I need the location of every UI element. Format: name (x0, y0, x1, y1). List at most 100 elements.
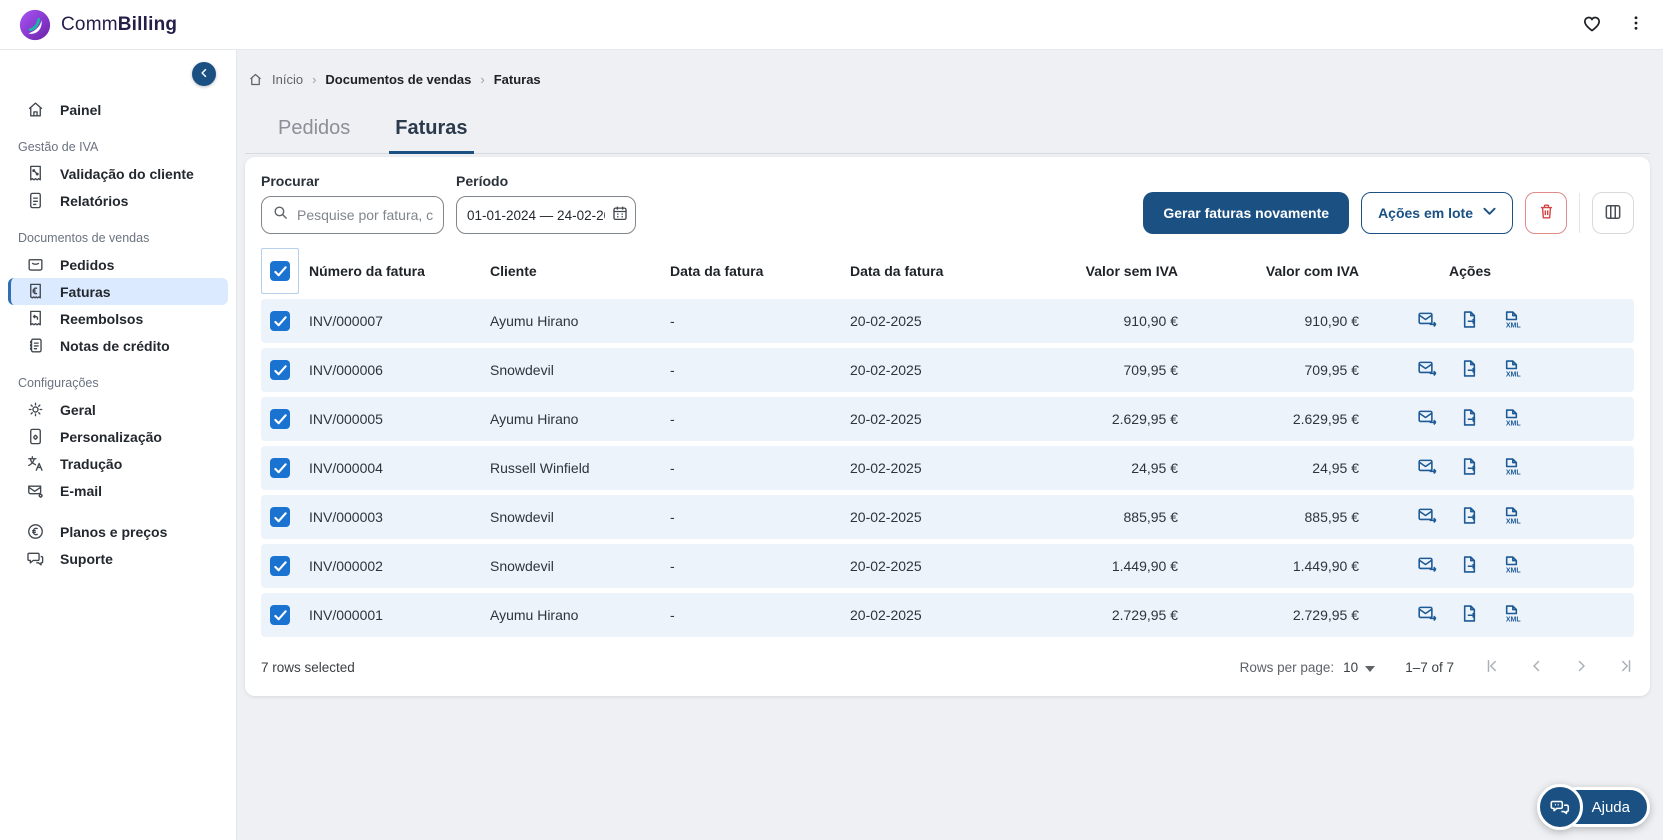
export-document-button[interactable] (1459, 407, 1480, 431)
table-row[interactable]: INV/000004 Russell Winfield - 20-02-2025… (261, 446, 1634, 490)
header-valor-sem-iva[interactable]: Valor sem IVA (1085, 263, 1178, 279)
row-checkbox[interactable] (270, 556, 290, 576)
header-valor-com-iva[interactable]: Valor com IVA (1265, 263, 1359, 279)
sidebar-item-reembolsos[interactable]: Reembolsos (8, 305, 228, 332)
cell-client: Snowdevil (490, 509, 554, 525)
sidebar-item-geral[interactable]: Geral (8, 396, 228, 423)
breadcrumb-inicio[interactable]: Início (272, 72, 304, 87)
rows-per-page-select[interactable]: 10 (1343, 659, 1376, 675)
delete-button[interactable] (1525, 192, 1567, 234)
prev-page-button[interactable] (1528, 657, 1546, 678)
sidebar-item-painel[interactable]: Painel (8, 96, 228, 123)
cell-invoice-date-b: 20-02-2025 (850, 313, 922, 329)
help-button[interactable]: Ajuda (1536, 784, 1650, 830)
export-xml-button[interactable]: XML (1501, 456, 1522, 480)
receipt-euro-icon (26, 282, 45, 301)
kebab-menu-icon (1627, 14, 1645, 35)
first-page-button[interactable] (1484, 657, 1502, 678)
send-email-button[interactable] (1417, 407, 1438, 431)
sidebar-item-traducao[interactable]: Tradução (8, 450, 228, 477)
table-footer: 7 rows selected Rows per page: 10 1–7 of… (261, 644, 1634, 690)
send-email-button[interactable] (1417, 554, 1438, 578)
export-document-icon (1459, 554, 1480, 578)
breadcrumb-documentos-vendas[interactable]: Documentos de vendas (325, 72, 472, 87)
sidebar-item-pedidos[interactable]: Pedidos (8, 251, 228, 278)
tab-pedidos[interactable]: Pedidos (278, 117, 351, 139)
table-row[interactable]: INV/000006 Snowdevil - 20-02-2025 709,95… (261, 348, 1634, 392)
row-checkbox[interactable] (270, 311, 290, 331)
batch-actions-button[interactable]: Ações em lote (1361, 192, 1513, 234)
cell-invoice-number: INV/000002 (309, 558, 383, 574)
sidebar-item-personalizacao[interactable]: Personalização (8, 423, 228, 450)
export-xml-button[interactable]: XML (1501, 358, 1522, 382)
header-data-fatura-1[interactable]: Data da fatura (670, 263, 764, 279)
period-input[interactable] (467, 207, 605, 223)
mail-gear-icon (26, 481, 45, 500)
export-xml-button[interactable]: XML (1501, 603, 1522, 627)
kebab-menu-button[interactable] (1627, 14, 1645, 35)
sidebar-item-label: Personalização (60, 428, 162, 445)
sidebar-item-label: Planos e preços (60, 523, 168, 540)
export-xml-button[interactable]: XML (1501, 407, 1522, 431)
send-email-button[interactable] (1417, 309, 1438, 333)
home-icon[interactable] (248, 72, 263, 87)
search-input[interactable] (297, 207, 433, 223)
credit-note-icon (26, 336, 45, 355)
calendar-icon[interactable] (611, 204, 629, 227)
table-row[interactable]: INV/000002 Snowdevil - 20-02-2025 1.449,… (261, 544, 1634, 588)
sidebar-item-suporte[interactable]: Suporte (8, 545, 228, 572)
export-document-button[interactable] (1459, 309, 1480, 333)
export-document-icon (1459, 505, 1480, 529)
row-checkbox[interactable] (270, 605, 290, 625)
next-page-button[interactable] (1572, 657, 1590, 678)
export-document-button[interactable] (1459, 505, 1480, 529)
export-xml-button[interactable]: XML (1501, 554, 1522, 578)
row-checkbox[interactable] (270, 409, 290, 429)
caret-down-icon (1365, 660, 1376, 675)
sidebar-item-relatorios[interactable]: Relatórios (8, 187, 228, 214)
export-document-button[interactable] (1459, 358, 1480, 382)
export-document-button[interactable] (1459, 456, 1480, 480)
svg-text:XML: XML (1506, 616, 1522, 623)
sidebar-item-validacao-cliente[interactable]: Validação do cliente (8, 160, 228, 187)
last-page-button[interactable] (1616, 657, 1634, 678)
header-data-fatura-2[interactable]: Data da fatura (850, 263, 944, 279)
header-numero-fatura[interactable]: Número da fatura (309, 263, 425, 279)
table-row[interactable]: INV/000007 Ayumu Hirano - 20-02-2025 910… (261, 299, 1634, 343)
table-row[interactable]: INV/000001 Ayumu Hirano - 20-02-2025 2.7… (261, 593, 1634, 637)
cell-gross-amount: 910,90 € (1304, 313, 1360, 329)
sidebar-item-planos-precos[interactable]: Planos e preços (8, 518, 228, 545)
send-email-button[interactable] (1417, 603, 1438, 627)
row-checkbox[interactable] (270, 360, 290, 380)
breadcrumb-faturas[interactable]: Faturas (493, 72, 541, 87)
regenerate-invoices-button[interactable]: Gerar faturas novamente (1143, 192, 1350, 234)
cell-gross-amount: 24,95 € (1312, 460, 1359, 476)
export-xml-button[interactable]: XML (1501, 309, 1522, 333)
send-email-button[interactable] (1417, 505, 1438, 529)
sidebar-collapse-button[interactable] (192, 62, 216, 86)
export-xml-button[interactable]: XML (1501, 505, 1522, 529)
sidebar-item-notas-credito[interactable]: Notas de crédito (8, 332, 228, 359)
sidebar-section-gestao-iva: Gestão de IVA (18, 140, 99, 154)
sidebar-item-email[interactable]: E-mail (8, 477, 228, 504)
sidebar-item-label: Validação do cliente (60, 165, 194, 182)
table-row[interactable]: INV/000003 Snowdevil - 20-02-2025 885,95… (261, 495, 1634, 539)
table-header: Número da fatura Cliente Data da fatura … (261, 248, 1634, 294)
send-email-button[interactable] (1417, 456, 1438, 480)
tab-faturas[interactable]: Faturas (389, 111, 474, 154)
export-document-button[interactable] (1459, 554, 1480, 578)
table-body: INV/000007 Ayumu Hirano - 20-02-2025 910… (261, 299, 1634, 637)
cell-net-amount: 910,90 € (1123, 313, 1179, 329)
favorites-heart-button[interactable] (1581, 12, 1603, 37)
table-row[interactable]: INV/000005 Ayumu Hirano - 20-02-2025 2.6… (261, 397, 1634, 441)
send-email-button[interactable] (1417, 358, 1438, 382)
columns-button[interactable] (1592, 192, 1634, 234)
rows-per-page-value: 10 (1343, 659, 1359, 675)
sidebar-item-faturas[interactable]: Faturas (8, 278, 228, 305)
header-cliente[interactable]: Cliente (490, 263, 537, 279)
row-checkbox[interactable] (270, 507, 290, 527)
row-checkbox[interactable] (270, 458, 290, 478)
export-document-button[interactable] (1459, 603, 1480, 627)
cell-net-amount: 2.729,95 € (1111, 607, 1178, 623)
select-all-checkbox[interactable] (270, 261, 290, 281)
